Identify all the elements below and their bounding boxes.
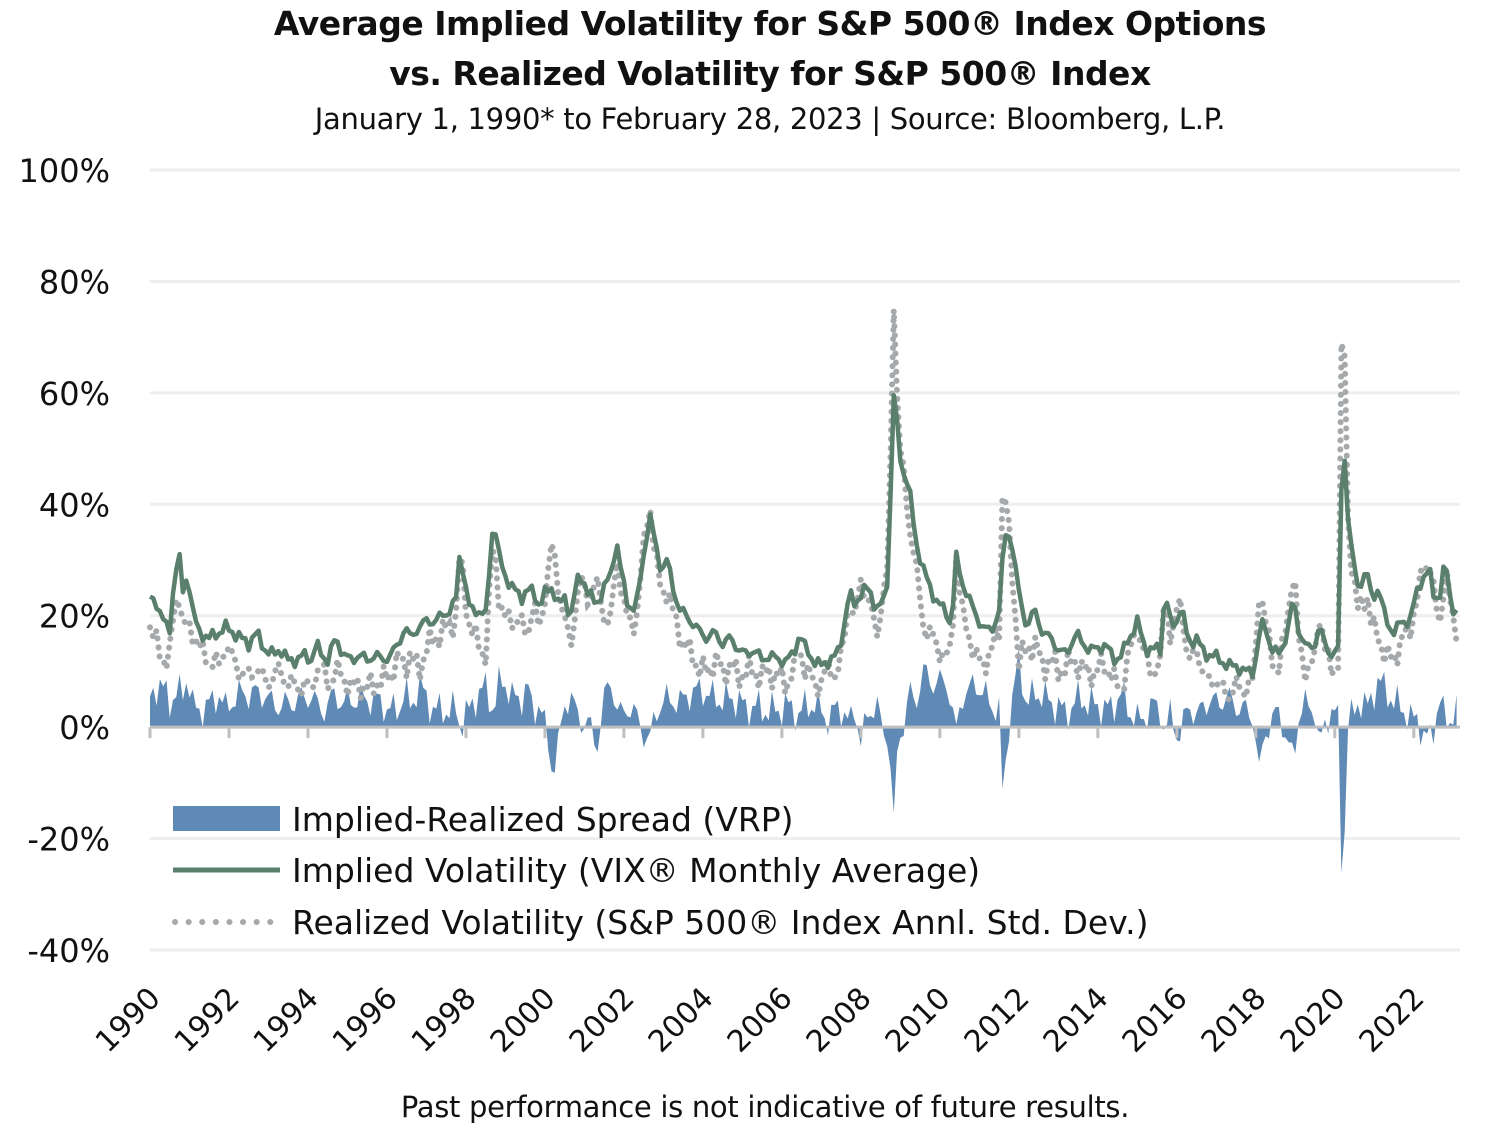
x-tick-label: 2008 — [800, 981, 879, 1060]
x-tick-label: 1990 — [89, 981, 168, 1060]
implied-line-layer — [148, 393, 1459, 680]
implied-volatility-line — [148, 393, 1459, 680]
realized-line-layer — [147, 309, 1460, 706]
x-tick-label: 2012 — [958, 981, 1037, 1060]
y-tick-label: 100% — [19, 152, 110, 190]
chart-subtitle: January 1, 1990* to February 28, 2023 | … — [314, 102, 1226, 136]
x-tick-label: 1994 — [247, 981, 326, 1060]
x-axis-ticks: 1990 1992 1994 1996 1998 2000 2002 2004 2006 2008… — [89, 981, 1432, 1060]
x-tick-label: 2002 — [563, 981, 642, 1060]
legend: Implied-Realized Spread (VRP) Implied Vo… — [172, 800, 1149, 942]
x-tick-label: 2014 — [1037, 981, 1116, 1060]
y-tick-label: 20% — [39, 598, 110, 636]
x-tick-label: 2006 — [721, 981, 800, 1060]
x-tick-label: 2010 — [879, 981, 958, 1060]
legend-swatch-spread — [173, 806, 280, 831]
chart-title-line2: vs. Realized Volatility for S&P 500® Ind… — [389, 54, 1151, 93]
disclaimer: Past performance is not indicative of fu… — [400, 1090, 1130, 1124]
x-tick-label: 2000 — [484, 981, 563, 1060]
y-tick-label: -20% — [27, 821, 110, 859]
x-tick-label: 1992 — [168, 981, 247, 1060]
x-tick-label: 2018 — [1195, 981, 1274, 1060]
y-tick-label: 40% — [39, 486, 110, 524]
x-tick-label: 2020 — [1274, 981, 1353, 1060]
x-tick-label: 1998 — [405, 981, 484, 1060]
legend-label-realized: Realized Volatility (S&P 500® Index Annl… — [292, 903, 1149, 942]
x-axis — [148, 725, 1460, 739]
realized-volatility-line — [147, 309, 1460, 706]
y-tick-label: -40% — [27, 932, 110, 970]
x-tick-label: 1996 — [326, 981, 405, 1060]
y-axis-ticks: 100% 80% 60% 40% 20% 0% -20% -40% — [19, 152, 110, 970]
y-tick-label: 80% — [39, 263, 110, 301]
y-tick-label: 0% — [59, 709, 110, 747]
x-tick-label: 2004 — [642, 981, 721, 1060]
legend-label-spread: Implied-Realized Spread (VRP) — [292, 800, 794, 839]
chart-title-line1: Average Implied Volatility for S&P 500® … — [273, 4, 1267, 43]
x-tick-label: 2022 — [1353, 981, 1432, 1060]
x-tick-label: 2016 — [1116, 981, 1195, 1060]
y-tick-label: 60% — [39, 375, 110, 413]
grid-lines — [150, 168, 1460, 952]
legend-label-implied: Implied Volatility (VIX® Monthly Average… — [292, 851, 980, 890]
